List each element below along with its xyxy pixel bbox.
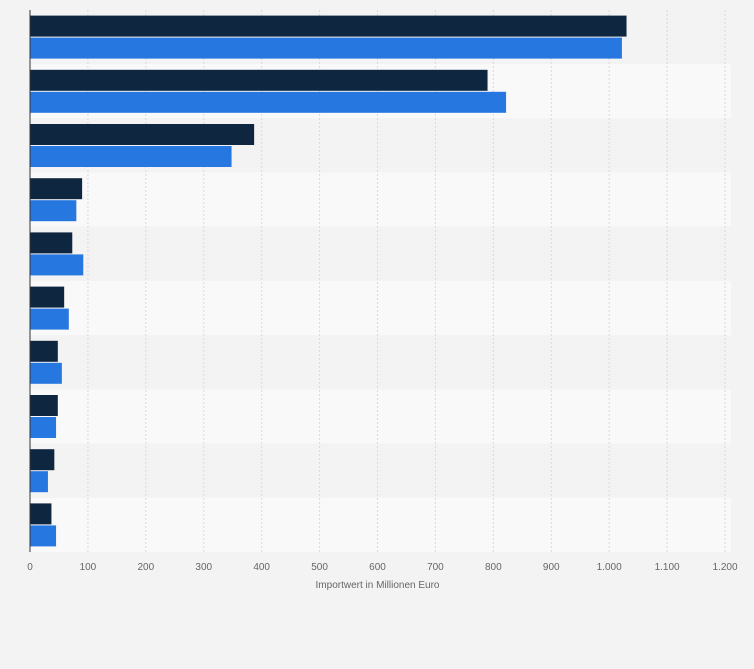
bars [30, 15, 627, 547]
row-band [30, 172, 731, 227]
row-band [30, 497, 731, 552]
row-band [30, 226, 731, 281]
bar-series-2 [30, 362, 62, 384]
bar-series-1 [30, 503, 52, 525]
x-tick-labels: 0 100 200 300 400 500 600 700 800 900 1.000 1.100 1.… [27, 562, 738, 573]
row-band [30, 389, 731, 444]
bar-series-1 [30, 232, 73, 254]
row-band [30, 281, 731, 336]
bar-series-1 [30, 340, 58, 362]
x-tick-label: 800 [485, 562, 502, 573]
x-tick-label: 1.200 [712, 562, 737, 573]
x-axis-title: Importwert in Millionen Euro [316, 580, 440, 591]
bar-series-2 [30, 471, 48, 493]
x-tick-label: 700 [427, 562, 444, 573]
x-tick-label: 1.100 [655, 562, 680, 573]
bar-series-1 [30, 449, 55, 471]
bar-series-2 [30, 200, 77, 222]
x-tick-label: 400 [253, 562, 270, 573]
row-band [30, 443, 731, 498]
bar-series-2 [30, 146, 232, 167]
x-tick-label: 200 [137, 562, 154, 573]
bar-series-1 [30, 69, 488, 91]
bar-series-1 [30, 286, 65, 308]
bar-series-2 [30, 417, 57, 438]
bar-series-1 [30, 395, 58, 416]
bar-series-2 [30, 525, 57, 547]
x-tick-label: 900 [543, 562, 560, 573]
bar-series-2 [30, 308, 69, 330]
row-band [30, 335, 731, 390]
x-tick-label: 600 [369, 562, 386, 573]
x-tick-label: 300 [195, 562, 212, 573]
bar-series-1 [30, 15, 627, 37]
x-tick-label: 100 [80, 562, 97, 573]
bar-series-1 [30, 124, 255, 145]
row-bands [30, 10, 731, 552]
x-tick-label: 500 [311, 562, 328, 573]
bar-series-2 [30, 254, 84, 276]
x-tick-label: 0 [27, 562, 33, 573]
x-tick-label: 1.000 [597, 562, 622, 573]
bar-series-2 [30, 91, 507, 113]
bar-series-2 [30, 37, 622, 59]
bar-series-1 [30, 178, 83, 200]
